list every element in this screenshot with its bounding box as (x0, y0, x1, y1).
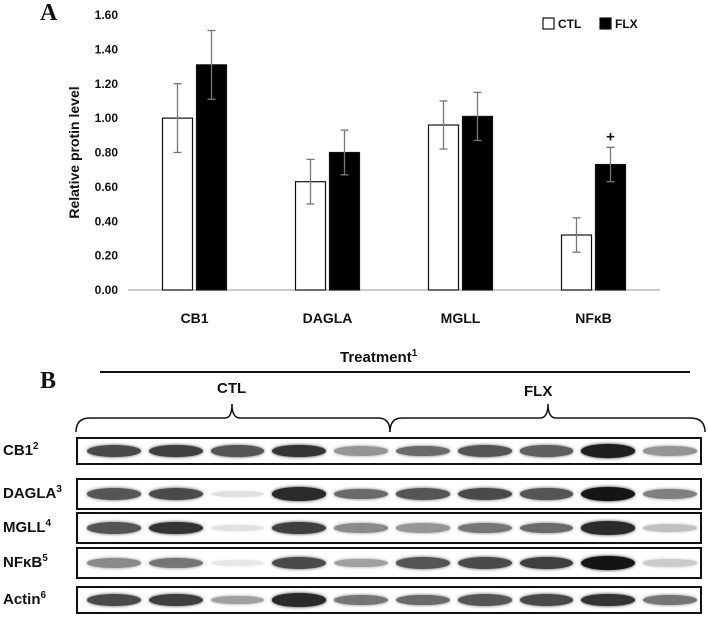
blot-band (334, 488, 388, 500)
blot-band (334, 558, 388, 568)
blot-band (457, 488, 512, 500)
blot-strip (76, 478, 702, 510)
treatment-header: Treatment1 (340, 348, 418, 366)
blot-band (334, 523, 388, 533)
y-tick-label: 1.60 (95, 8, 119, 22)
bar-flx (195, 64, 228, 291)
legend-swatch-ctl (542, 17, 555, 30)
group-brackets (75, 403, 706, 433)
blot-band (643, 594, 697, 606)
blot-band (334, 594, 388, 606)
blot-band (272, 557, 327, 569)
panel-b-label: B (40, 368, 57, 394)
blot-band (272, 593, 327, 607)
bar-flx (461, 115, 494, 291)
y-tick-label: 1.40 (95, 42, 119, 56)
blot-band (272, 487, 327, 501)
blot-band (148, 593, 203, 607)
blot-band (519, 488, 574, 500)
blot-band (581, 487, 636, 501)
blot-band (87, 445, 141, 457)
x-tick-label: CB1 (180, 310, 208, 326)
y-tick-label: 0.60 (95, 180, 119, 194)
y-tick-label: 0.40 (95, 214, 119, 228)
treatment-line (100, 371, 690, 373)
blot-band (457, 594, 512, 606)
blot-band (87, 594, 141, 606)
blot-band (457, 445, 512, 457)
blot-band (210, 595, 265, 605)
blot-band (87, 558, 141, 568)
blot-band (519, 445, 574, 457)
y-tick-label: 0.00 (95, 283, 119, 297)
blot-band (210, 559, 265, 567)
blot-band (519, 522, 574, 534)
blot-band (643, 446, 697, 456)
flx-bracket (389, 403, 706, 433)
ctl-bracket (75, 403, 391, 433)
bar-ctl (427, 124, 460, 291)
blot-band (396, 557, 450, 569)
x-tick-label: NFκB (575, 310, 612, 326)
blot-band (519, 594, 574, 606)
blot-band (272, 444, 327, 458)
blot-band (87, 522, 141, 534)
blot-band (148, 488, 203, 500)
blot-row-label: MGLL4 (3, 518, 52, 536)
blot-band (272, 521, 327, 535)
blot-band (210, 445, 265, 457)
group-label-ctl: CTL (217, 380, 247, 397)
blot-band (643, 489, 697, 499)
significance-mark: + (606, 128, 615, 145)
blot-band (581, 521, 636, 535)
blot-band (581, 593, 636, 607)
blot-band (396, 594, 450, 606)
blot-band (148, 557, 203, 569)
blot-band (148, 521, 203, 535)
bar-chart: 0.00 0.20 0.40 0.60 0.80 1.00 1.20 1.40 1.60 Rela… (66, 8, 660, 326)
blot-strip (76, 437, 702, 465)
blot-band (148, 444, 203, 458)
blot-band (87, 488, 141, 500)
blot-band (396, 488, 450, 500)
blot-row-label: CB12 (3, 441, 39, 459)
blot-band (581, 556, 636, 570)
blot-band (519, 556, 574, 570)
group-label-flx: FLX (524, 383, 553, 400)
legend-label: CTL (558, 17, 581, 31)
blot-band (210, 490, 265, 498)
blot-strip (76, 586, 702, 614)
blot-band (396, 445, 450, 457)
blot-row-label: NFκB5 (3, 553, 48, 571)
blot-band (457, 522, 512, 534)
legend-label: FLX (615, 17, 638, 31)
bar-flx (594, 163, 627, 291)
blot-band (210, 524, 265, 532)
blot-strip (76, 547, 702, 579)
x-tick-label: DAGLA (303, 310, 353, 326)
y-tick-label: 1.00 (95, 111, 119, 125)
y-tick-label: 0.80 (95, 146, 119, 160)
blot-band (643, 524, 697, 532)
legend-swatch-flx (599, 17, 612, 30)
x-tick-label: MGLL (441, 310, 481, 326)
y-axis-label: Relative protin level (66, 86, 82, 218)
blot-band (334, 446, 388, 456)
panel-a-label: A (40, 0, 58, 26)
blot-row-label: Actin6 (3, 590, 47, 608)
blot-band (396, 523, 450, 533)
y-tick-label: 1.20 (95, 77, 119, 91)
blot-row-label: DAGLA3 (3, 484, 62, 502)
y-tick-label: 0.20 (95, 249, 119, 263)
blot-strip (76, 512, 702, 544)
blot-band (643, 559, 697, 567)
blot-band (581, 444, 636, 458)
blot-band (457, 557, 512, 569)
